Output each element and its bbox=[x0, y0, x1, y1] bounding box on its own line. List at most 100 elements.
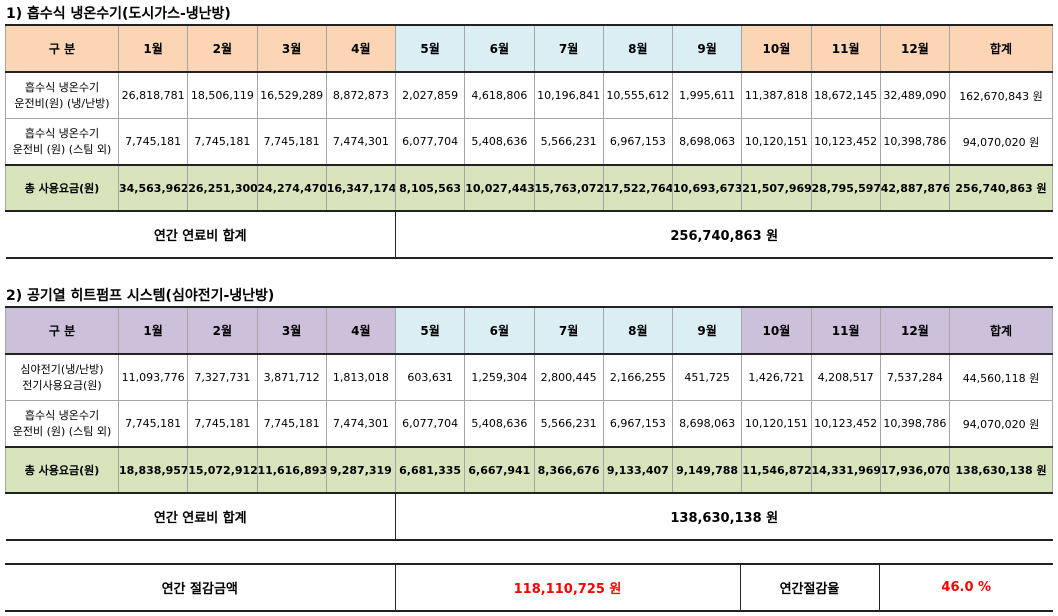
month-header: 1월 bbox=[117, 306, 189, 355]
month-value: 7,745,181 bbox=[187, 400, 258, 448]
sum-total: 256,740,863 원 bbox=[949, 164, 1053, 212]
sum-value: 15,763,072 bbox=[533, 164, 604, 212]
month-header: 3월 bbox=[256, 306, 327, 355]
month-value: 1,259,304 bbox=[464, 353, 535, 401]
month-value: 6,967,153 bbox=[602, 400, 674, 448]
row-label-line: 운전비 (원) (스팀 외) bbox=[12, 424, 112, 438]
row-label: 흡수식 냉온수기 운전비(원) (냉/난방) bbox=[5, 71, 119, 119]
month-value: 5,408,636 bbox=[464, 118, 535, 166]
month-value: 8,698,063 bbox=[671, 400, 743, 448]
month-header: 4월 bbox=[325, 306, 397, 355]
month-value: 4,208,517 bbox=[810, 353, 881, 401]
sum-value: 17,522,764 bbox=[602, 164, 674, 212]
row-total: 44,560,118 원 bbox=[949, 353, 1053, 401]
header-row: 구 분 1월 2월 3월 4월 5월 6월 7월 8월 9월 10월 11월 12월 합계 bbox=[5, 306, 1053, 355]
month-header: 12월 bbox=[879, 24, 951, 73]
month-value: 8,698,063 bbox=[671, 118, 743, 166]
sum-value: 8,105,563 bbox=[394, 164, 466, 212]
month-value: 10,120,151 bbox=[741, 118, 812, 166]
sum-row: 총 사용요금(원) 18,838,957 15,072,912 11,616,893 9… bbox=[5, 446, 1053, 494]
annual-value: 256,740,863 원 bbox=[395, 210, 1053, 259]
month-header: 2월 bbox=[187, 306, 258, 355]
sum-value: 9,287,319 bbox=[325, 446, 397, 494]
sum-value: 24,274,470 bbox=[256, 164, 327, 212]
annual-label: 연간 연료비 합계 bbox=[5, 210, 396, 259]
month-header: 11월 bbox=[810, 24, 881, 73]
annual-row: 연간 연료비 합계 138,630,138 원 bbox=[5, 492, 1053, 541]
annual-savings-rate: 46.0 % bbox=[879, 563, 1053, 612]
sum-value: 21,507,969 bbox=[741, 164, 812, 212]
month-value: 5,566,231 bbox=[533, 400, 604, 448]
month-value: 2,166,255 bbox=[602, 353, 674, 401]
month-value: 8,872,873 bbox=[325, 71, 397, 119]
sum-value: 9,149,788 bbox=[671, 446, 743, 494]
month-header: 10월 bbox=[741, 24, 812, 73]
month-value: 16,529,289 bbox=[256, 71, 327, 119]
month-header: 7월 bbox=[533, 306, 604, 355]
row-label: 심야전기(냉/난방) 전기사용요금(원) bbox=[5, 353, 119, 401]
month-value: 1,995,611 bbox=[671, 71, 743, 119]
month-header: 8월 bbox=[602, 306, 674, 355]
row-total: 94,070,020 원 bbox=[949, 118, 1053, 166]
sum-value: 26,251,300 bbox=[187, 164, 258, 212]
month-value: 11,387,818 bbox=[741, 71, 812, 119]
month-value: 7,745,181 bbox=[117, 400, 189, 448]
sum-value: 11,546,872 bbox=[741, 446, 812, 494]
sum-value: 42,887,876 bbox=[879, 164, 951, 212]
row-label-line: 심야전기(냉/난방) bbox=[20, 362, 104, 376]
month-value: 11,093,776 bbox=[117, 353, 189, 401]
month-value: 7,745,181 bbox=[117, 118, 189, 166]
row-label-line: 흡수식 냉온수기 bbox=[24, 408, 100, 422]
table-row: 흡수식 냉온수기 운전비 (원) (스팀 외) 7,745,181 7,745,181… bbox=[5, 400, 1053, 448]
month-value: 10,555,612 bbox=[602, 71, 674, 119]
month-header: 7월 bbox=[533, 24, 604, 73]
sum-value: 16,347,174 bbox=[325, 164, 397, 212]
annual-savings-rate-label: 연간절감율 bbox=[740, 563, 880, 612]
month-value: 7,745,181 bbox=[187, 118, 258, 166]
month-value: 2,027,859 bbox=[394, 71, 466, 119]
month-value: 7,745,181 bbox=[256, 400, 327, 448]
month-header: 6월 bbox=[464, 24, 535, 73]
annual-row: 연간 연료비 합계 256,740,863 원 bbox=[5, 210, 1053, 259]
annual-savings-amount: 118,110,725 원 bbox=[395, 563, 741, 612]
month-value: 10,123,452 bbox=[810, 400, 881, 448]
sum-value: 15,072,912 bbox=[187, 446, 258, 494]
month-value: 451,725 bbox=[671, 353, 743, 401]
row-label-line: 운전비 (원) (스팀 외) bbox=[12, 142, 112, 156]
row-label-line: 운전비(원) (냉/난방) bbox=[14, 96, 110, 110]
absorption-chiller-table: 구 분 1월 2월 3월 4월 5월 6월 7월 8월 9월 10월 11월 12월 합계 흡수식 냉온수기… bbox=[5, 24, 1053, 259]
month-header: 1월 bbox=[117, 24, 189, 73]
month-value: 6,967,153 bbox=[602, 118, 674, 166]
sum-row-label: 총 사용요금(원) bbox=[5, 446, 119, 494]
header-label: 구 분 bbox=[5, 24, 119, 73]
sum-row-label: 총 사용요금(원) bbox=[5, 164, 119, 212]
heat-pump-table: 구 분 1월 2월 3월 4월 5월 6월 7월 8월 9월 10월 11월 12월 합계 심야전기(냉/난… bbox=[5, 306, 1053, 541]
month-value: 32,489,090 bbox=[879, 71, 951, 119]
sum-value: 18,838,957 bbox=[117, 446, 189, 494]
month-value: 1,426,721 bbox=[741, 353, 812, 401]
sum-value: 34,563,962 bbox=[117, 164, 189, 212]
table-row: 심야전기(냉/난방) 전기사용요금(원) 11,093,776 7,327,731 3,… bbox=[5, 353, 1053, 401]
month-header: 11월 bbox=[810, 306, 881, 355]
month-value: 18,672,145 bbox=[810, 71, 881, 119]
sum-value: 17,936,070 bbox=[879, 446, 951, 494]
header-row: 구 분 1월 2월 3월 4월 5월 6월 7월 8월 9월 10월 11월 12월 합계 bbox=[5, 24, 1053, 73]
month-value: 5,408,636 bbox=[464, 400, 535, 448]
section-title-2: 2) 공기열 히트펌프 시스템(심야전기-냉난방) bbox=[6, 288, 275, 304]
month-header: 4월 bbox=[325, 24, 397, 73]
month-header: 2월 bbox=[187, 24, 258, 73]
sum-value: 6,667,941 bbox=[464, 446, 535, 494]
annual-savings-label: 연간 절감금액 bbox=[5, 563, 396, 612]
month-value: 10,398,786 bbox=[879, 118, 951, 166]
month-value: 2,800,445 bbox=[533, 353, 604, 401]
savings-table: 연간 절감금액 118,110,725 원 연간절감율 46.0 % bbox=[5, 563, 1053, 612]
row-label-line: 흡수식 냉온수기 bbox=[24, 126, 100, 140]
month-value: 4,618,806 bbox=[464, 71, 535, 119]
month-value: 26,818,781 bbox=[117, 71, 189, 119]
month-header: 5월 bbox=[394, 306, 466, 355]
sum-value: 14,331,969 bbox=[810, 446, 881, 494]
month-value: 3,871,712 bbox=[256, 353, 327, 401]
month-header: 5월 bbox=[394, 24, 466, 73]
month-value: 10,123,452 bbox=[810, 118, 881, 166]
